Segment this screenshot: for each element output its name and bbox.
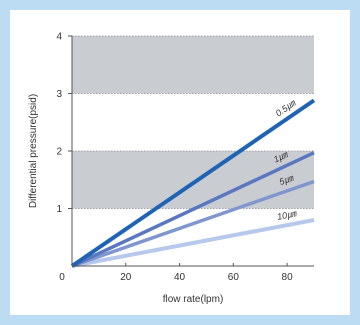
x-tick-label: 0	[59, 272, 65, 283]
y-tick-labels: 1 2 3 4	[56, 32, 62, 216]
background-bands	[72, 36, 314, 209]
x-tick-label: 40	[174, 272, 186, 283]
series-line	[71, 179, 315, 268]
series-line	[71, 151, 315, 268]
background-band	[72, 36, 314, 94]
y-axis-title: Differential pressure(psid)	[28, 94, 39, 208]
series-label: 5㎛	[278, 173, 295, 187]
grid-lines	[72, 35, 314, 209]
axes	[68, 35, 314, 267]
y-tick-label: 3	[56, 89, 62, 100]
background-band	[72, 151, 314, 209]
x-tick-label: 80	[282, 272, 294, 283]
series-label: 10㎛	[276, 208, 298, 222]
series-lines	[70, 98, 316, 268]
x-axis-title: flow rate(lpm)	[163, 294, 224, 305]
series-line	[71, 218, 315, 268]
x-tick-labels: 0 20 40 60 80	[59, 272, 293, 283]
y-tick-label: 2	[56, 147, 62, 158]
x-tick-label: 60	[228, 272, 240, 283]
series-line	[70, 98, 316, 268]
x-tick-label: 20	[120, 272, 132, 283]
y-tick-label: 1	[56, 204, 62, 215]
y-tick-label: 4	[56, 32, 62, 43]
